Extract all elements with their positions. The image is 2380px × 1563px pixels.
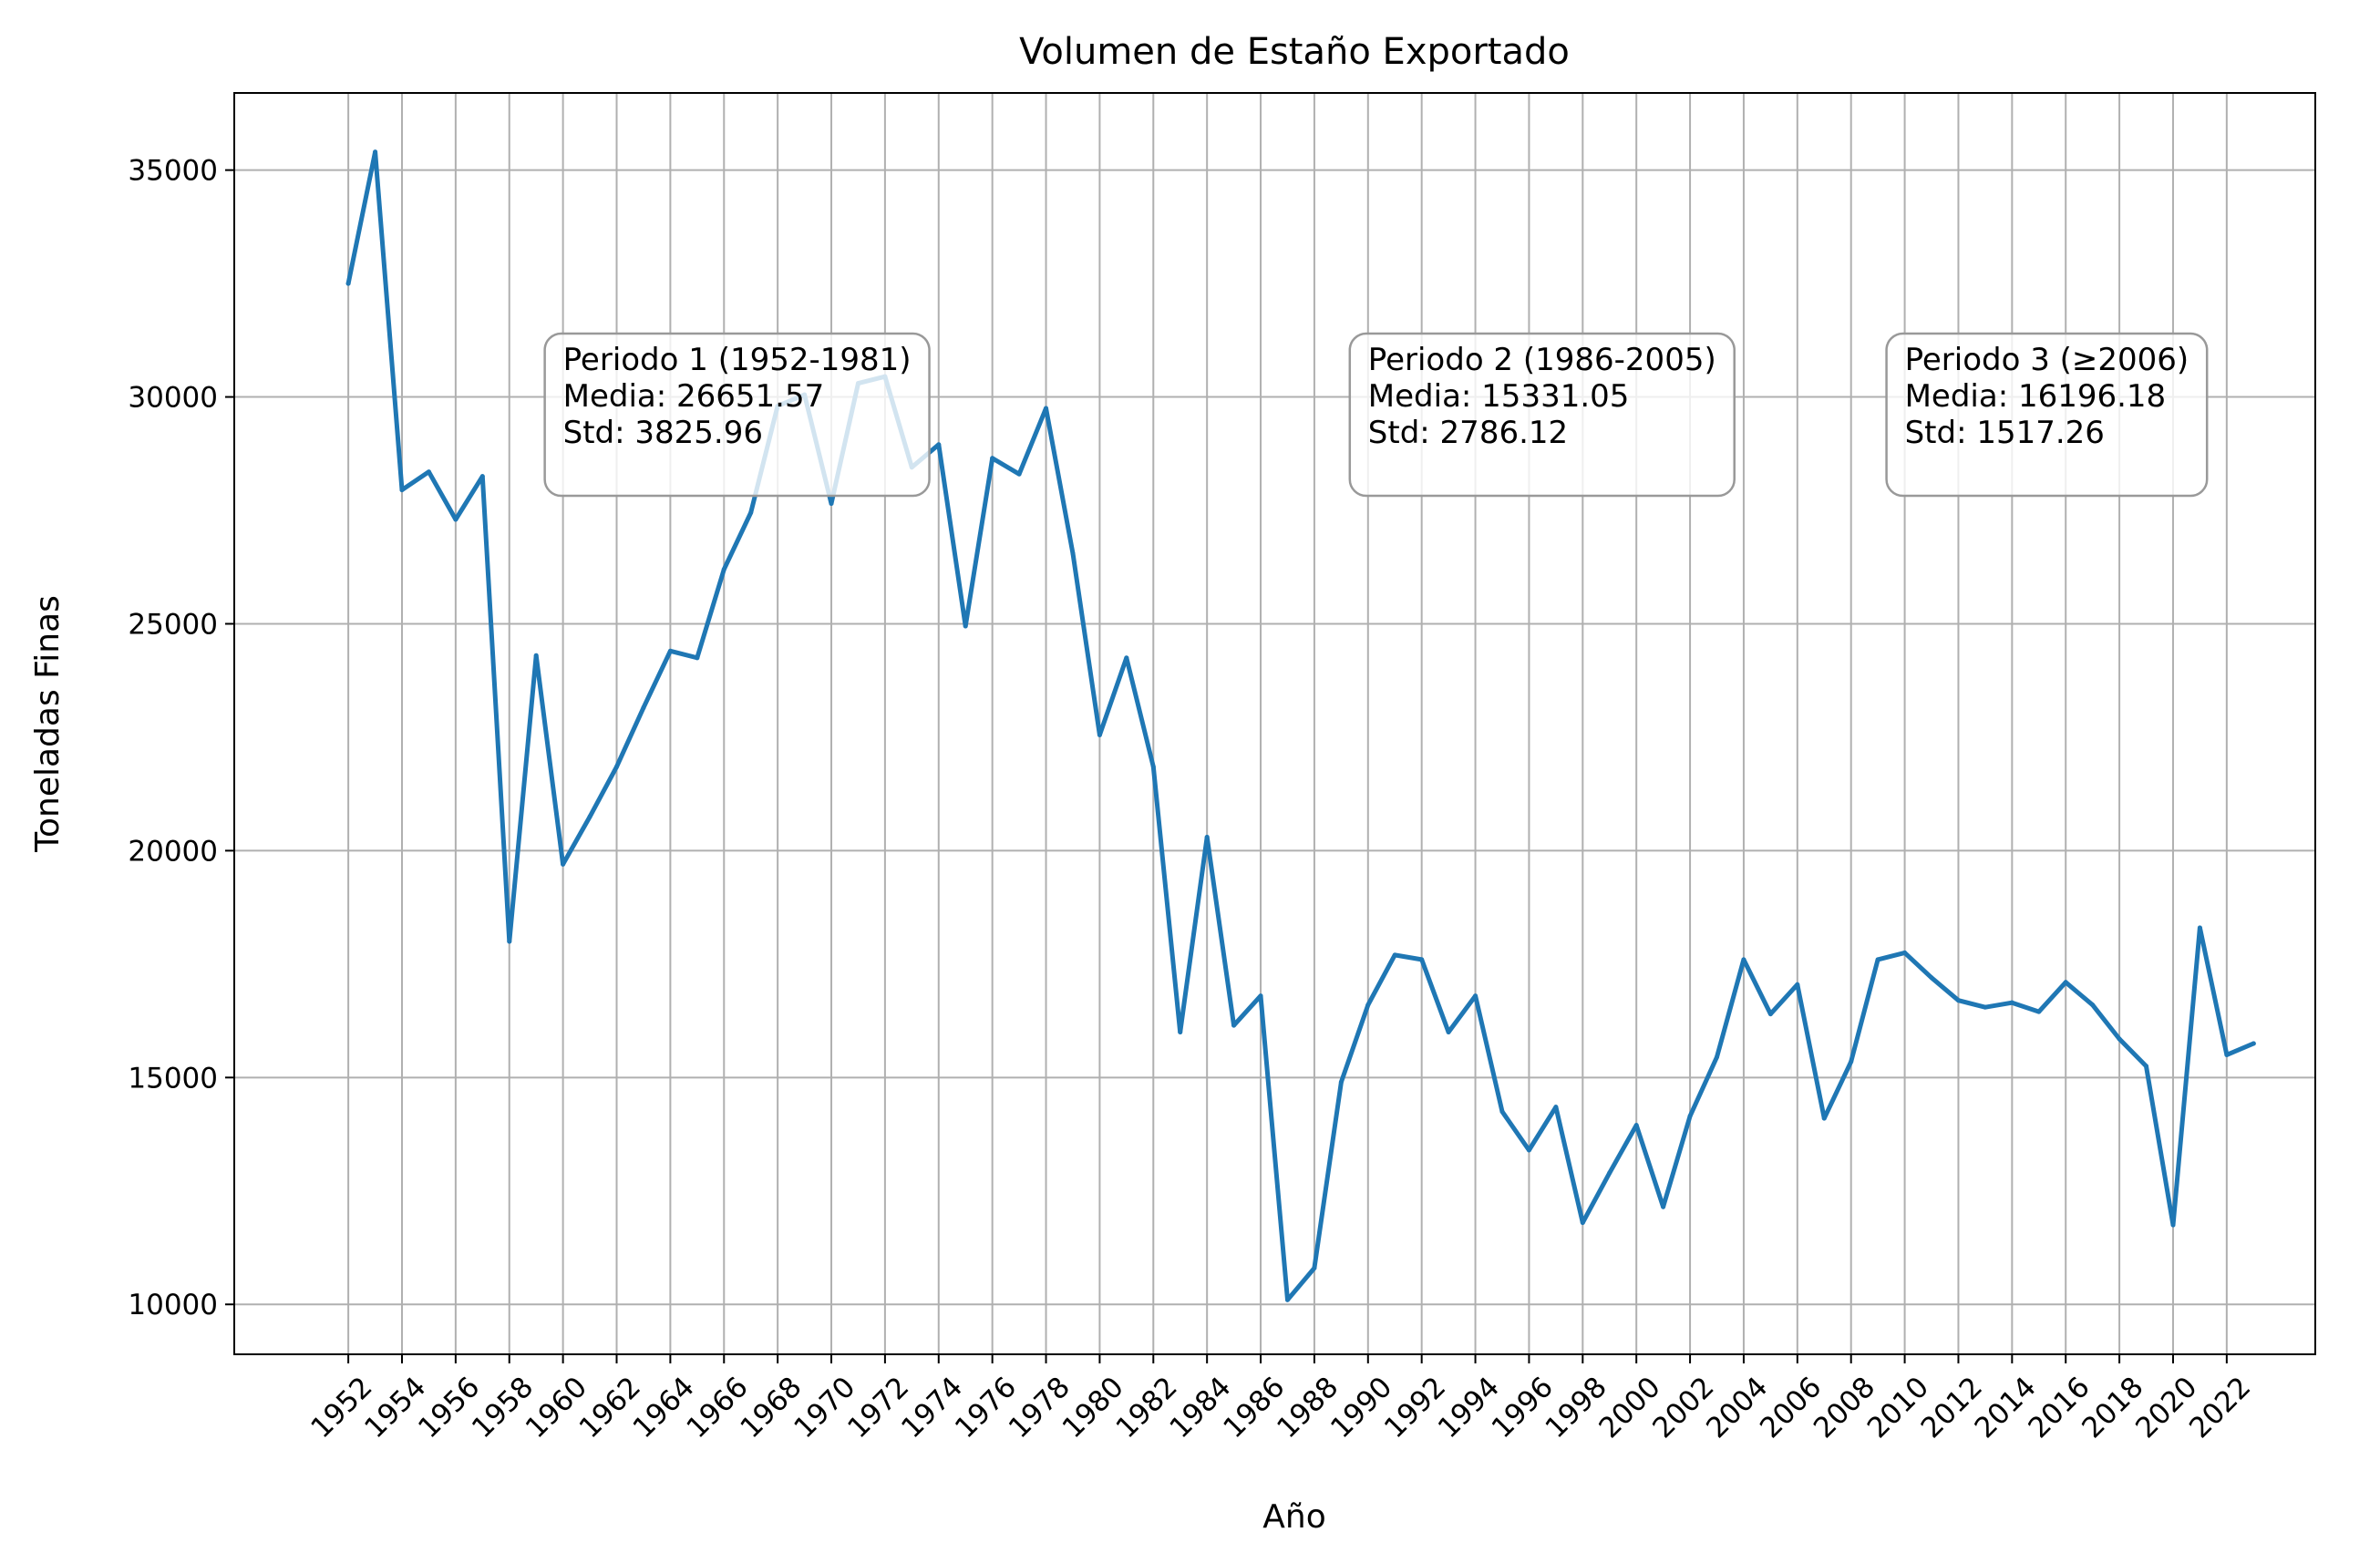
data-point [561,861,566,867]
data-point [2009,1000,2014,1005]
data-point [453,517,458,522]
data-point [1499,1109,1505,1115]
data-point [1795,982,1800,987]
data-point [1661,1204,1666,1209]
data-point [1204,834,1210,839]
data-point [1821,1116,1827,1121]
data-point [399,488,405,493]
annotation-line: Periodo 3 (≥2006) [1905,342,2189,378]
data-point [695,655,700,661]
data-point [587,814,592,819]
data-point [2063,980,2068,985]
data-point [1365,1003,1371,1008]
stats-annotation: Periodo 2 (1986-2005)Media: 15331.05Std:… [1348,332,1736,498]
data-point [1553,1105,1559,1110]
plot-frame [233,92,2316,1355]
data-point [533,653,539,658]
annotation-line: Periodo 1 (1952-1981) [563,342,912,378]
data-point [1767,1012,1773,1017]
data-point [641,705,646,711]
data-point [748,510,754,516]
annotation-line: Std: 3825.96 [563,415,763,451]
data-point [1150,764,1156,769]
data-point [721,567,726,572]
data-point [1178,1030,1183,1035]
y-axis: 10000 15000 20000 25000 30000 35000 [128,155,234,1321]
y-tick-label: 10000 [128,1289,218,1321]
data-point [2090,1003,2096,1008]
data-point [1392,952,1397,958]
data-point [1741,957,1746,962]
data-point [1715,1054,1720,1060]
chart-title: Volumen de Estaño Exportado [1019,31,1570,73]
data-point [1983,1004,1988,1010]
data-point [829,501,834,507]
annotation-box [1348,332,1736,498]
y-tick-label: 30000 [128,382,218,415]
data-point [1044,406,1049,411]
annotation-line: Media: 15331.05 [1368,378,1630,415]
annotation-box [1885,332,2209,498]
stats-annotation: Periodo 1 (1952-1981)Media: 26651.57Std:… [543,332,931,498]
data-point [1338,1079,1344,1085]
x-axis-label: Año [1262,1498,1325,1536]
annotation-line: Periodo 2 (1986-2005) [1368,342,1716,378]
data-point [963,623,968,629]
y-tick-label: 15000 [128,1062,218,1095]
grid [234,93,2315,1354]
data-point [1312,1265,1317,1270]
data-point [1526,1147,1531,1153]
data-point [1446,1030,1451,1035]
data-point [1955,998,1961,1003]
data-point [1902,950,1908,955]
data-point [667,648,673,653]
data-point [1849,1059,1854,1064]
y-tick-label: 35000 [128,155,218,188]
data-point [936,442,942,447]
annotation-box [543,332,931,498]
data-point [507,939,512,944]
data-point [1231,1023,1237,1028]
data-point [1124,655,1129,661]
annotations: Periodo 1 (1952-1981)Media: 26651.57Std:… [543,332,2209,498]
data-point [2224,1052,2230,1057]
data-point [2036,1009,2042,1014]
data-point [1875,957,1880,962]
y-tick-label: 25000 [128,608,218,641]
data-point [373,149,378,155]
data-point [1284,1297,1290,1302]
data-point [1016,471,1022,477]
data-point [1097,732,1102,737]
data-point [426,469,431,475]
data-point [2117,1036,2122,1042]
y-tick-label: 20000 [128,835,218,868]
data-point [1929,975,1934,981]
annotation-line: Media: 16196.18 [1905,378,2167,415]
data-point [2144,1064,2149,1069]
annotation-line: Std: 1517.26 [1905,415,2105,451]
data-point [1070,550,1076,556]
data-point [1258,993,1263,999]
data-point [1687,1114,1693,1119]
data-point [1473,993,1478,999]
annotation-line: Std: 2786.12 [1368,415,1568,451]
data-point [2251,1041,2256,1046]
data-point [345,281,351,286]
data-point [1607,1170,1612,1176]
y-axis-label: Toneladas Finas [29,595,67,853]
data-point [2197,925,2202,931]
data-point [2170,1222,2176,1228]
data-point [614,764,620,769]
data-point [479,474,485,479]
data-point [1580,1220,1585,1226]
series-line [345,149,2256,1302]
data-point [1419,957,1425,962]
annotation-line: Media: 26651.57 [563,378,825,415]
data-point [1633,1123,1639,1128]
data-point [990,456,995,461]
